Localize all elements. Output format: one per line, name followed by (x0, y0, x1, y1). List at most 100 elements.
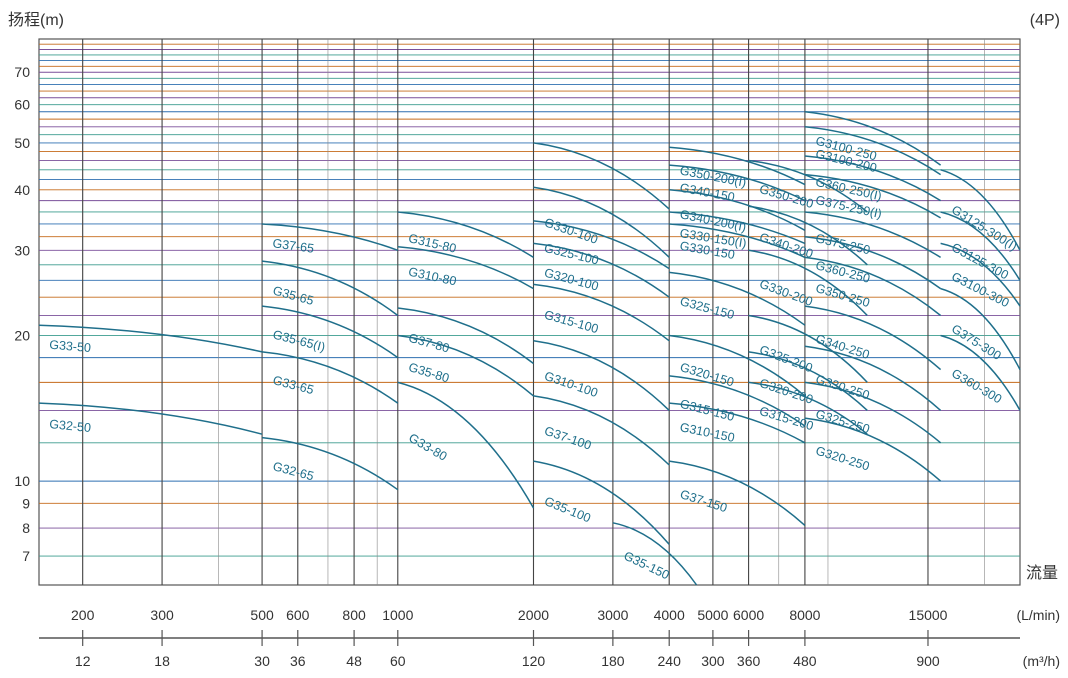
curve-G32-65 (262, 436, 399, 491)
curve-G330-150(I) (669, 211, 806, 245)
axis-ticks: 70 60 50 40 30 20 10 9 8 7 200 300 500 600 800 1000 2000… (14, 64, 947, 669)
curve-G315-100 (533, 283, 670, 342)
m3h-tick-label: 120 (522, 653, 546, 669)
y-tick-label: 9 (22, 495, 30, 511)
curve-G32-50 (38, 402, 263, 435)
m3h-tick-label: 60 (390, 653, 406, 669)
lpm-tick-label: 300 (150, 607, 174, 623)
curve-label: G330-200 (758, 277, 815, 309)
curve-label: G310-150 (679, 420, 736, 445)
curve-G3125-300(I) (940, 169, 1021, 251)
curve-label: G375-250 (814, 231, 871, 257)
curve-label: G315-200 (758, 404, 815, 433)
curve-label: G320-150 (678, 360, 735, 389)
curve-G310-100 (533, 340, 670, 411)
lpm-tick-label: 3000 (597, 607, 628, 623)
lpm-unit: (L/min) (1016, 607, 1060, 623)
curve-G340-200 (748, 205, 868, 266)
m3h-unit: (m³/h) (1023, 653, 1060, 669)
curve-G340-200(I) (669, 189, 806, 231)
curve-G3100-250 (804, 111, 942, 166)
y-tick-label: 30 (14, 242, 30, 258)
curve-G315-150 (669, 375, 806, 427)
y-axis-label: 扬程(m) (8, 11, 64, 29)
curve-G35-150 (612, 522, 698, 586)
y-tick-label: 20 (14, 328, 30, 344)
m3h-tick-label: 30 (254, 653, 270, 669)
curve-label: G35-100 (542, 494, 592, 525)
curve-G3100-200 (804, 126, 942, 176)
curve-label: G320-250 (814, 444, 871, 474)
curve-G3125-300 (940, 211, 1021, 281)
m3h-tick-label: 18 (154, 653, 170, 669)
m3h-tick-label: 48 (346, 653, 362, 669)
curve-label: G325-200 (758, 343, 815, 376)
curve-G325-150 (669, 271, 806, 326)
curve-G35-65 (262, 260, 399, 317)
curve-G315-200 (748, 381, 868, 435)
curve-label: G350-200 (758, 182, 815, 211)
curve-G320-200 (748, 351, 868, 411)
curve-label: G360-300 (949, 366, 1004, 406)
y-tick-label: 10 (14, 473, 30, 489)
lpm-tick-label: 500 (250, 607, 274, 623)
lpm-tick-label: 4000 (654, 607, 685, 623)
curve-G37-100 (533, 395, 670, 466)
lpm-tick-label: 600 (286, 607, 310, 623)
curve-label: G350-250 (814, 281, 871, 310)
curve-G330-100(peak) (533, 142, 670, 210)
curve-G340-250 (804, 305, 942, 371)
curve-label: G33-50 (49, 338, 92, 355)
lpm-tick-label: 6000 (733, 607, 764, 623)
curve-label: G325-150 (678, 294, 735, 322)
curve-G37-150 (669, 460, 806, 526)
m3h-tick-label: 180 (601, 653, 625, 669)
curve-G330-100 (533, 186, 670, 258)
curve-G320-150 (669, 334, 806, 397)
curve-G330-200 (748, 249, 868, 317)
m3h-tick-label: 300 (701, 653, 725, 669)
curve-G33-50 (38, 324, 263, 353)
curve-label: G33-65 (271, 373, 315, 397)
lpm-tick-label: 200 (71, 607, 95, 623)
curve-label: G310-80 (407, 265, 458, 289)
curve-label: G32-65 (271, 459, 315, 483)
curve-label: G320-100 (543, 266, 600, 294)
m3h-tick-label: 12 (75, 653, 91, 669)
curve-G325-200 (748, 314, 868, 383)
curve-label: G37-150 (678, 487, 729, 515)
m3h-tick-label: 900 (916, 653, 940, 669)
lpm-tick-label: 800 (342, 607, 366, 623)
grid (39, 39, 1020, 585)
curve-G35-100 (533, 460, 670, 545)
curve-G3100-300 (940, 242, 1021, 307)
curve-G325-100 (533, 220, 670, 270)
curve-G37-80 (397, 307, 534, 365)
curve-G360-250 (804, 235, 942, 290)
curve-label: G32-50 (49, 417, 92, 435)
curve-G325-250 (804, 381, 942, 444)
lpm-tick-label: 15000 (909, 607, 948, 623)
curve-label: G35-65 (271, 283, 315, 308)
curve-label: G37-100 (543, 424, 594, 453)
curve-G350-200 (748, 159, 868, 213)
curve-label: G35-150 (622, 549, 672, 583)
curve-G360-250(I) (804, 155, 941, 202)
curve-label: G315-100 (543, 308, 600, 337)
curves (38, 111, 1021, 586)
curve-G375-300 (940, 287, 1021, 370)
x-axis-label: 流量 (1026, 564, 1058, 582)
curve-label: G35-80 (407, 360, 451, 385)
curve-G320-250 (804, 417, 942, 482)
curve-label: G37-65 (272, 236, 315, 255)
m3h-tick-label: 360 (737, 653, 761, 669)
y-tick-label: 70 (14, 64, 30, 80)
y-tick-label: 8 (22, 520, 30, 536)
curve-label: G340-200 (758, 230, 815, 261)
curve-G330-250 (804, 345, 942, 411)
curve-G350-250 (804, 256, 942, 317)
m3h-tick-label: 240 (658, 653, 682, 669)
y-tick-label: 7 (22, 548, 30, 564)
curve-G33-65 (262, 351, 399, 404)
lpm-tick-label: 8000 (789, 607, 820, 623)
